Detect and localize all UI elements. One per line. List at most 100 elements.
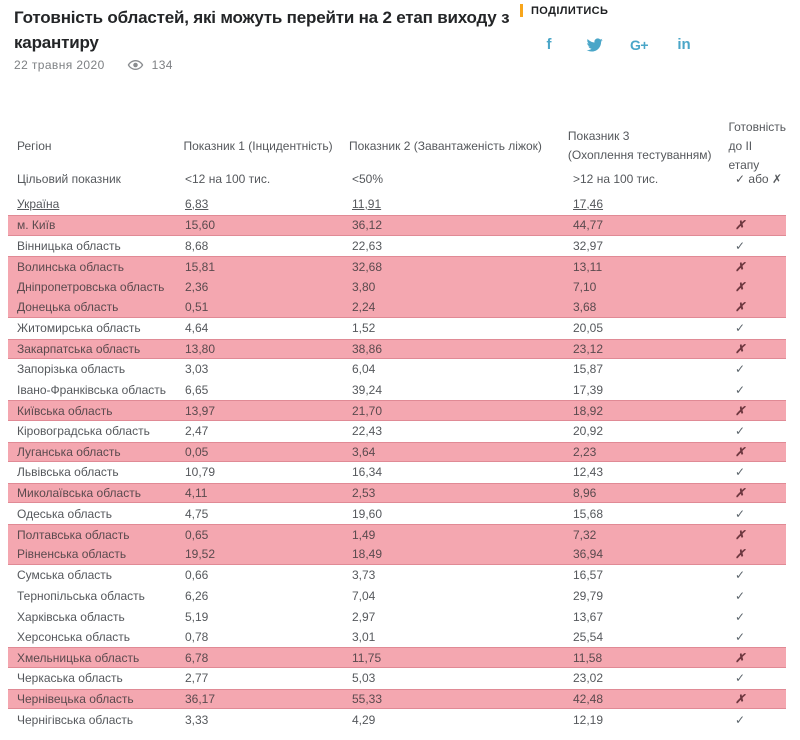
ukraine-indicator3-link[interactable]: 17,46 [573,196,604,211]
readiness-cell: ✗ [735,527,746,542]
indicator2-cell: 3,64 [352,444,376,459]
region-cell: Миколаївська область [17,486,141,501]
indicator3-cell: 16,57 [573,568,604,583]
target-label: Цільовий показник [17,172,121,186]
indicator3-cell: 11,58 [573,650,603,665]
indicator2-cell: 21,70 [352,403,383,418]
indicator3-cell: 29,79 [573,588,604,603]
linkedin-icon[interactable]: in [677,36,691,53]
indicator1-cell: 10,79 [185,465,216,480]
region-cell: Івано-Франківська область [17,383,167,398]
indicator2-cell: 55,33 [352,691,383,706]
indicator3-cell: 3,68 [573,300,597,315]
region-cell: Волинська область [17,259,124,274]
facebook-icon[interactable]: f [546,36,552,53]
indicator1-cell: 6,65 [185,383,209,398]
table-row: Дніпропетровська область 2,36 3,80 7,10 … [8,276,786,298]
twitter-icon[interactable] [583,36,605,54]
indicator2-cell: 38,86 [352,341,383,356]
page-title: Готовність областей, які можуть перейти … [14,8,510,52]
region-cell: Херсонська область [17,630,130,645]
indicator2-cell: 6,04 [352,362,376,377]
table-row: Одеська область 4,75 19,60 15,68 ✓ [8,503,786,524]
table-row: Миколаївська область 4,11 2,53 8,96 ✗ [8,482,786,504]
indicator2-cell: 2,97 [352,609,376,624]
table-row: Київська область 13,97 21,70 18,92 ✗ [8,400,786,421]
table-row: Тернопільська область 6,26 7,04 29,79 ✓ [8,586,786,607]
target-indicator-row: Цільовий показник <12 на 100 тис. <50% >… [17,172,782,186]
indicator1-cell: 2,36 [185,280,209,295]
table-row: Полтавська область 0,65 1,49 7,32 ✗ [8,523,786,545]
indicator3-cell: 18,92 [573,403,604,418]
region-cell: Луганська область [17,444,121,459]
indicator1-cell: 3,03 [185,362,209,377]
region-cell: Хмельницька область [17,650,140,665]
indicator2-cell: 16,34 [352,465,383,480]
region-cell: Львівська область [17,465,119,480]
views-count: 134 [151,58,173,72]
indicator3-cell: 15,68 [573,506,604,521]
readiness-cell: ✓ [735,671,746,686]
readiness-cell: ✗ [735,403,746,418]
ukraine-indicator2-link[interactable]: 11,91 [352,196,382,211]
readiness-cell: ✓ [735,568,746,583]
table-header-row: Регіон Показник 1 (Інцидентність) Показн… [8,120,786,172]
region-cell: Харківська область [17,609,125,624]
region-cell: Черкаська область [17,671,123,686]
table-row: Запорізька область 3,03 6,04 15,87 ✓ [8,359,786,380]
region-cell: Чернігівська область [17,712,134,727]
indicator2-cell: 1,52 [352,321,376,336]
ukraine-link[interactable]: Україна [17,196,60,211]
indicator2-cell: 19,60 [352,506,383,521]
region-cell: Запорізька область [17,362,126,377]
table-row: Сумська область 0,66 3,73 16,57 ✓ [8,565,786,586]
table-row: Чернігівська область 3,33 4,29 12,19 ✓ [8,709,786,730]
indicator2-cell: 11,75 [352,650,382,665]
readiness-table: Регіон Показник 1 (Інцидентність) Показн… [8,120,786,730]
table-row: Херсонська область 0,78 3,01 25,54 ✓ [8,627,786,648]
table-row: Черкаська область 2,77 5,03 23,02 ✓ [8,668,786,689]
readiness-cell: ✓ [735,238,746,253]
indicator2-cell: 3,73 [352,568,376,583]
indicator1-cell: 6,26 [185,588,209,603]
table-row: Донецька область 0,51 2,24 3,68 ✗ [8,297,786,318]
indicator1-cell: 8,68 [185,238,209,253]
indicator2-cell: 32,68 [352,259,383,274]
table-row: Житомирська область 4,64 1,52 20,05 ✓ [8,318,786,339]
readiness-cell: ✗ [735,218,746,233]
table-row: Кіровоградська область 2,47 22,43 20,92 … [8,421,786,442]
region-cell: Житомирська область [17,321,141,336]
region-cell: Тернопільська область [17,588,145,603]
indicator2-cell: 36,12 [352,218,383,233]
share-accent-bar [520,4,523,17]
ukraine-summary-row: Україна 6,83 11,91 17,46 [8,192,786,215]
indicator3-cell: 12,19 [573,712,604,727]
indicator1-cell: 13,80 [185,341,216,356]
indicator3-cell: 42,48 [573,691,604,706]
indicator3-cell: 17,39 [573,383,604,398]
indicator2-cell: 2,53 [352,486,376,501]
indicator3-cell: 8,96 [573,486,597,501]
table-row: Львівська область 10,79 16,34 12,43 ✓ [8,462,786,483]
googleplus-icon[interactable]: G+ [629,37,649,53]
indicator1-cell: 15,60 [185,218,216,233]
table-body: м. Київ 15,60 36,12 44,77 ✗ Вінницька об… [8,215,786,730]
table-row: Івано-Франківська область 6,65 39,24 17,… [8,380,786,401]
indicator3-cell: 20,92 [573,424,604,439]
table-row: м. Київ 15,60 36,12 44,77 ✗ [8,215,786,236]
indicator3-cell: 44,77 [573,218,604,233]
region-cell: Донецька область [17,300,119,315]
region-cell: Чернівецька область [17,691,134,706]
table-row: Луганська область 0,05 3,64 2,23 ✗ [8,441,786,463]
indicator3-cell: 23,12 [573,341,604,356]
region-cell: Полтавська область [17,527,130,542]
article-date: 22 травня 2020 [14,58,105,72]
indicator3-cell: 32,97 [573,238,604,253]
table-row: Хмельницька область 6,78 11,75 11,58 ✗ [8,647,786,669]
ukraine-indicator1-link[interactable]: 6,83 [185,196,209,211]
indicator1-cell: 2,47 [185,424,209,439]
share-label: ПОДІЛИТИСЬ [531,4,609,17]
region-cell: м. Київ [17,218,56,233]
readiness-cell: ✓ [735,465,746,480]
